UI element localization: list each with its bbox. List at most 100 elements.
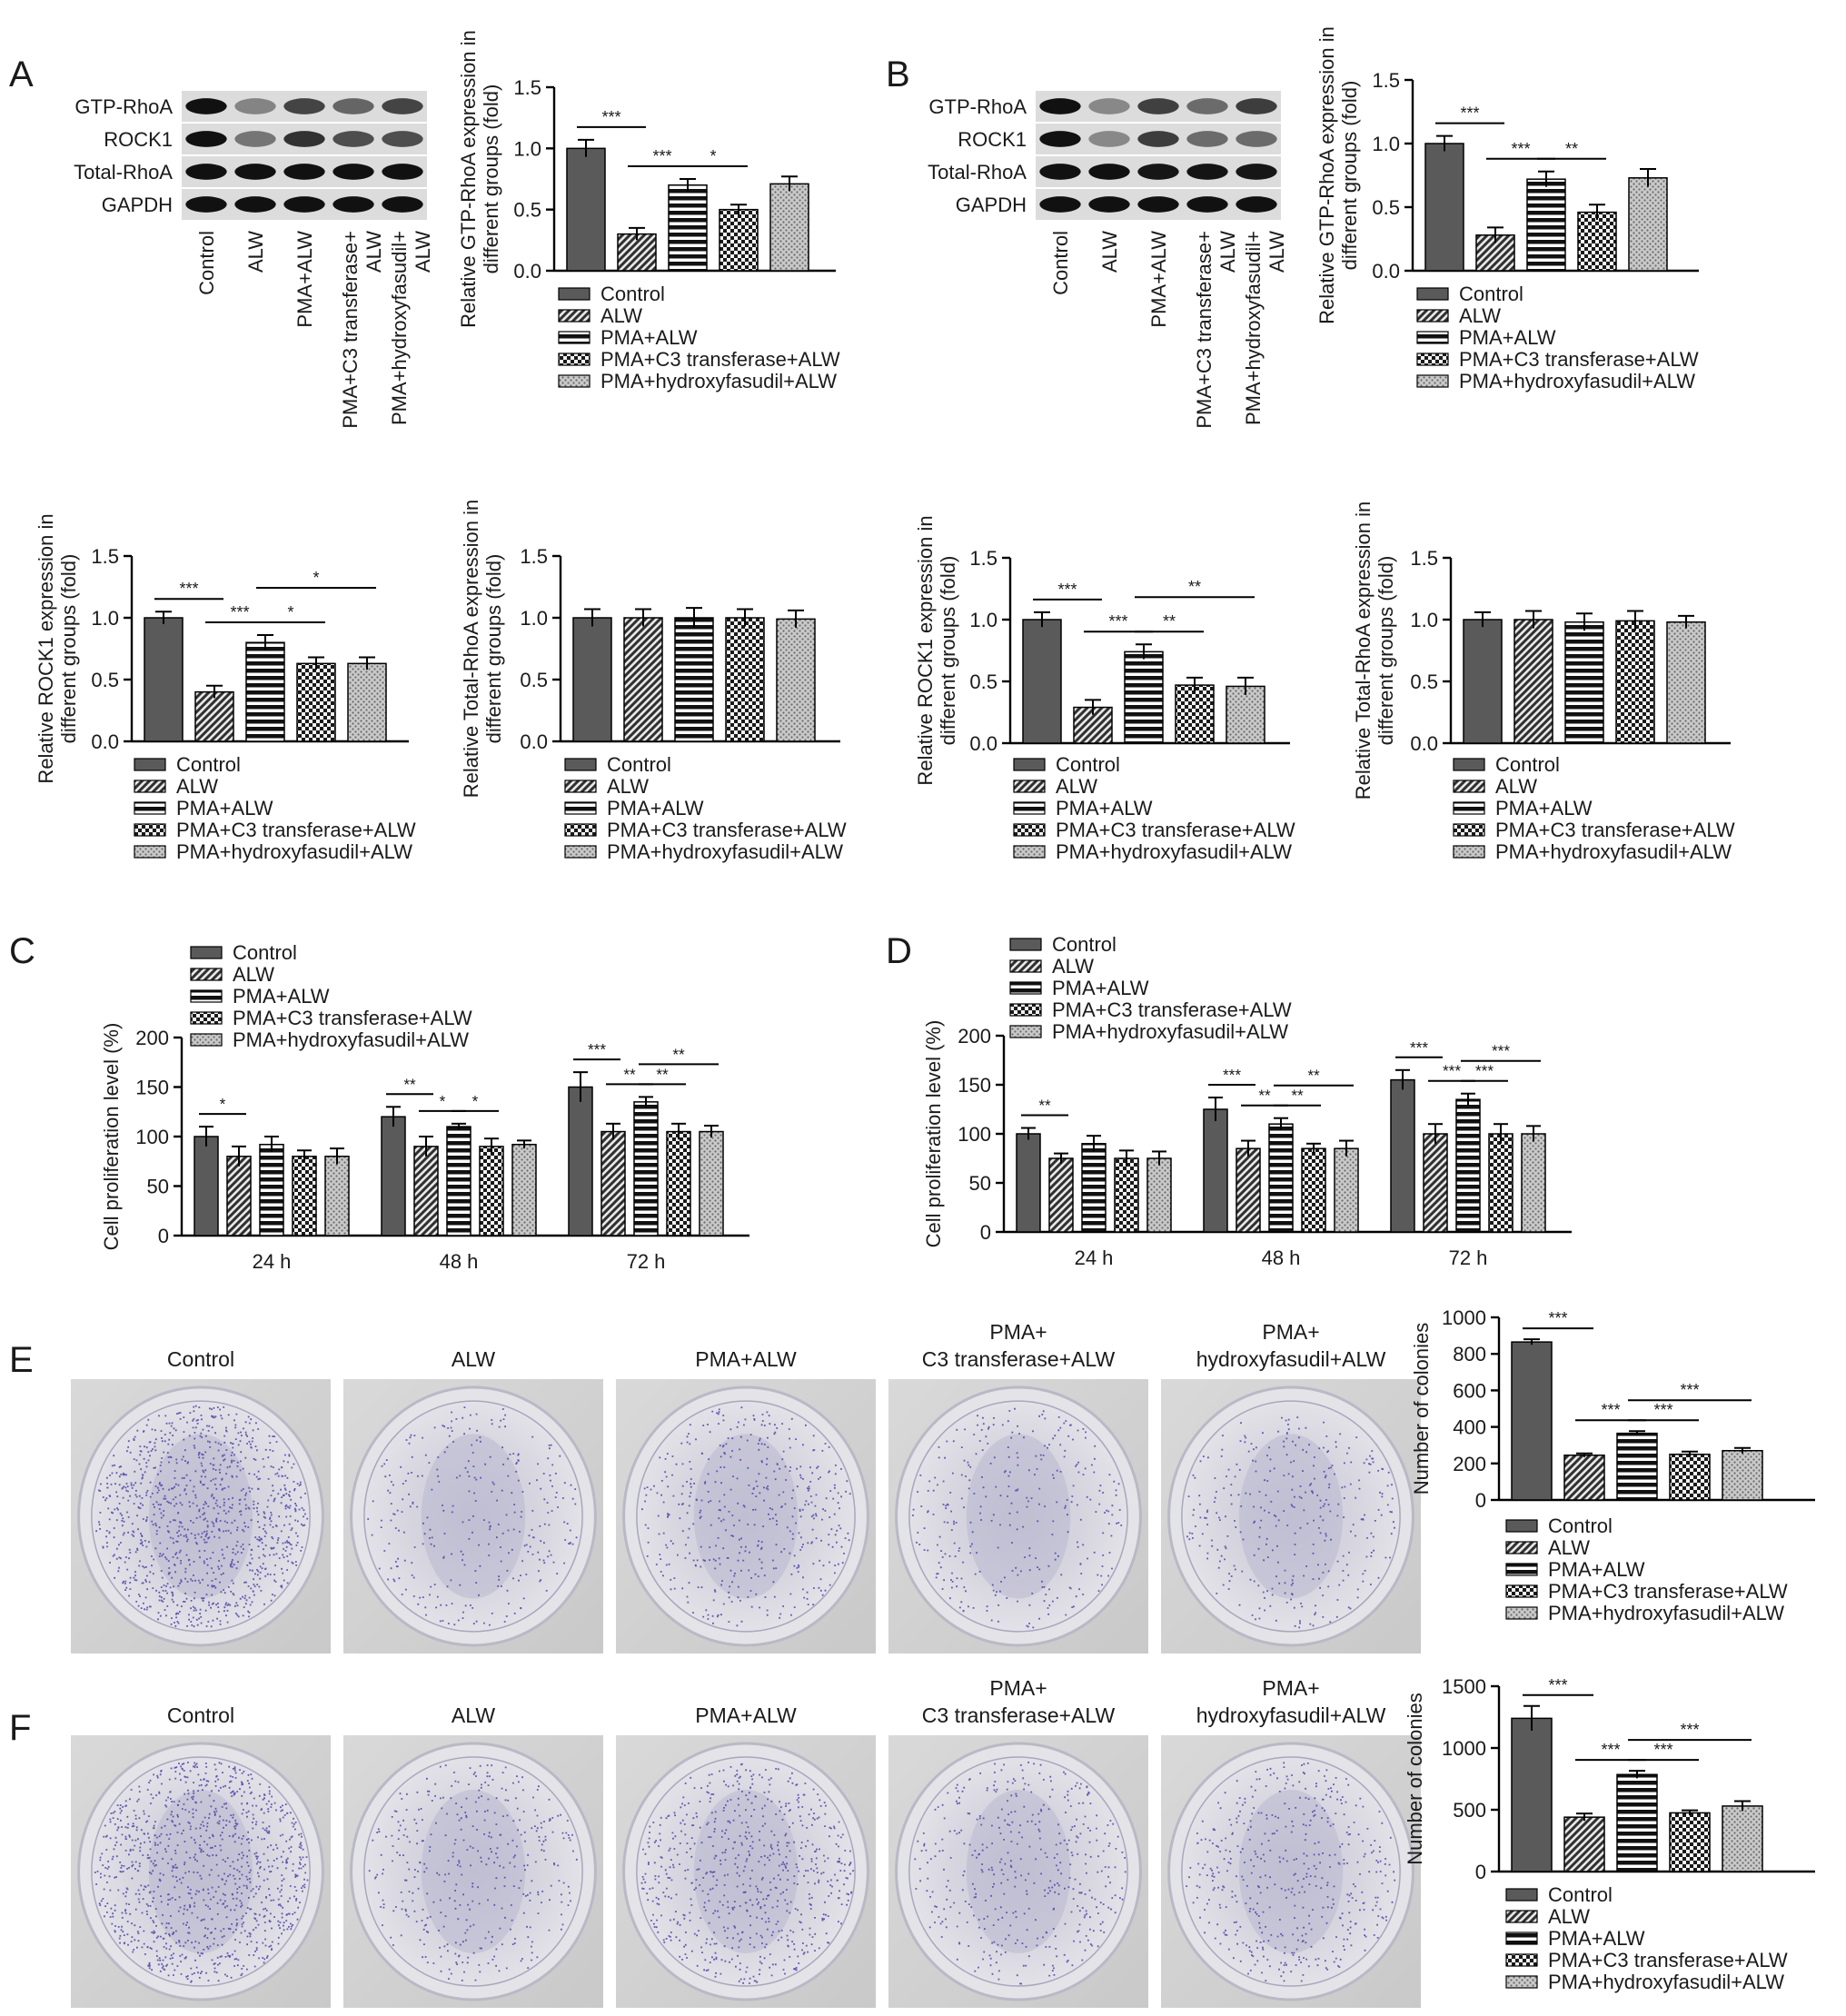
dish-label: hydroxyfasudil+ALW [1196,1347,1386,1371]
significance-label: *** [1653,1401,1672,1419]
legend-swatch [1505,1563,1538,1576]
legend-label: PMA+ALW [1548,1927,1645,1950]
legend-label: PMA+ALW [1052,977,1149,999]
significance-label: *** [1548,1676,1567,1694]
blot-band [1186,131,1228,147]
legend-swatch [1416,309,1449,323]
chart-C: 0 50 100 150 200 Cell proliferation level (%)… [100,941,749,1273]
legend-swatch [558,374,591,388]
legend-label: PMA+C3 transferase+ALW [607,819,847,841]
legend-label: PMA+hydroxyfasudil+ALW [233,1028,469,1051]
blot-band [185,164,227,180]
y-tick-label: 1500 [1442,1675,1486,1698]
legend-swatch [134,823,166,837]
legend-label: PMA+C3 transferase+ALW [600,348,840,371]
blot-band [234,164,276,180]
legend-swatch [1416,331,1449,344]
blot-band [332,131,374,147]
blot-lane-label: PMA+C3 transferase+ALW [339,231,385,429]
significance-label: *** [652,147,671,165]
legend-label: ALW [1548,1905,1590,1928]
blot-band [1088,131,1130,147]
legend-swatch [190,946,223,959]
dish-label: PMA+ALW [695,1703,797,1727]
dish-center [966,1790,1071,1953]
y-tick-label: 1.0 [1410,609,1438,631]
dish-label: PMA+ [1262,1676,1319,1700]
blot-band [332,98,374,114]
blot-band [185,131,227,147]
y-tick-label: 1.0 [520,607,548,630]
dish-center [966,1434,1071,1599]
chart-A1: 0.0 0.5 1.0 1.5 Relative GTP-RhoA expression… [457,30,840,392]
bar-control [1390,1078,1415,1233]
legend-swatch [558,353,591,366]
dish-label: ALW [452,1347,495,1371]
y-tick-label: 500 [1453,1799,1486,1822]
significance-label: * [472,1092,479,1110]
legend-swatch [564,780,597,793]
y-tick-label: 1.5 [513,76,541,99]
bar-pma-hydroxyfasudil-alw [1226,685,1265,744]
chart-A3: 0.0 0.5 1.0 1.5 Relative Total-RhoA expressi… [460,500,847,863]
significance-label: ** [623,1065,636,1083]
legend-swatch [1505,1932,1538,1945]
bar-pma-hydroxyfasudil-alw [1628,177,1668,272]
bar-alw [226,1156,252,1236]
bar-alw [1514,619,1553,744]
dish-center [1238,1434,1344,1599]
legend-label: ALW [607,775,649,798]
bar-control [1203,1108,1228,1233]
y-axis-label: Cell proliferation level (%) [100,1023,123,1251]
blot-row-label: Total-RhoA [74,161,173,184]
dish-center [421,1790,526,1953]
blot-row-label: ROCK1 [958,128,1027,151]
legend-label: PMA+C3 transferase+ALW [1548,1580,1788,1603]
bar-alw [600,1130,626,1236]
legend-swatch [1505,1975,1538,1989]
bar-alw [1236,1147,1261,1233]
y-axis-label: Relative GTP-RhoA expression indifferent… [457,30,502,328]
y-tick-label: 0 [980,1221,991,1244]
blot-band [1186,196,1228,213]
bar-pma-c3-transferase-alw [1301,1147,1326,1233]
significance-label: * [287,603,293,621]
legend-label: Control [1548,1883,1613,1906]
y-tick-label: 200 [135,1027,169,1049]
colony-dishes: Control ALW PMA+ALW PMA+ C3 transferase+ALW P… [71,1676,1421,2008]
dish-label: C3 transferase+ALW [922,1703,1116,1727]
y-tick-label: 0.0 [91,730,119,753]
bar-control [381,1116,406,1236]
blot-band [1039,196,1081,213]
significance-label: ** [1307,1067,1320,1085]
bar-pma-c3-transferase-alw [725,617,765,742]
bar-control [144,617,184,742]
y-tick-label: 1.0 [969,609,997,631]
legend-label: PMA+ALW [1459,326,1556,349]
legend-swatch [1009,1003,1042,1017]
western-blot: GTP-RhoA ROCK1 Total-RhoA GAPDH Control ALW PM… [74,91,434,429]
legend-label: PMA+C3 transferase+ALW [176,819,416,841]
y-tick-label: 150 [958,1074,991,1097]
y-tick-label: 1.5 [1410,547,1438,570]
significance-label: *** [1548,1309,1567,1327]
dish-center [148,1790,253,1953]
chart-B3: 0.0 0.5 1.0 1.5 Relative Total-RhoA expressi… [1352,502,1735,863]
panel-letter-e: E [9,1340,34,1380]
bar-pma-alw [1616,1773,1658,1872]
bar-pma-c3-transferase-alw [479,1146,504,1236]
bar-control [1511,1717,1553,1872]
blot-band [1137,164,1179,180]
legend-label: PMA+ALW [600,326,698,349]
legend-swatch [134,780,166,793]
y-tick-label: 1.5 [1372,69,1400,92]
chart-F: 0 500 1000 1500 Number of colonies *** *** *** *… [1404,1675,1815,1993]
y-tick-label: 0.0 [513,260,541,283]
legend-swatch [1505,1606,1538,1620]
colonies [640,1763,854,1984]
legend-swatch [190,1011,223,1025]
